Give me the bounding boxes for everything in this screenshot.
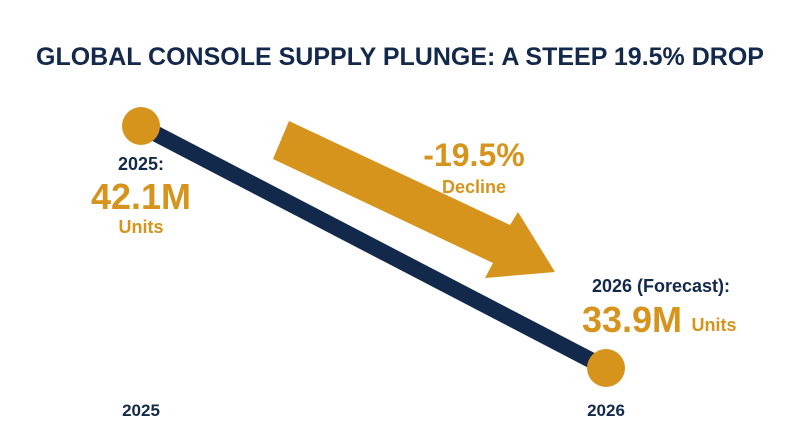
x-tick-label: 2025	[122, 401, 160, 420]
start-value: 42.1M	[91, 176, 191, 217]
data-point	[122, 107, 160, 145]
decline-arrow-icon	[273, 121, 555, 278]
start-unit: Units	[119, 217, 164, 237]
start-label: 2025:	[118, 154, 164, 174]
data-point	[587, 349, 625, 387]
x-tick-label: 2026	[587, 401, 625, 420]
change-value: -19.5%	[423, 137, 524, 173]
end-unit: Units	[692, 315, 737, 335]
plot-area	[122, 107, 625, 387]
chart-title: GLOBAL CONSOLE SUPPLY PLUNGE: A STEEP 19…	[36, 43, 764, 71]
change-label: Decline	[442, 177, 506, 197]
end-value: 33.9M	[582, 299, 682, 340]
end-label: 2026 (Forecast):	[592, 276, 730, 296]
series-line	[137, 118, 610, 376]
